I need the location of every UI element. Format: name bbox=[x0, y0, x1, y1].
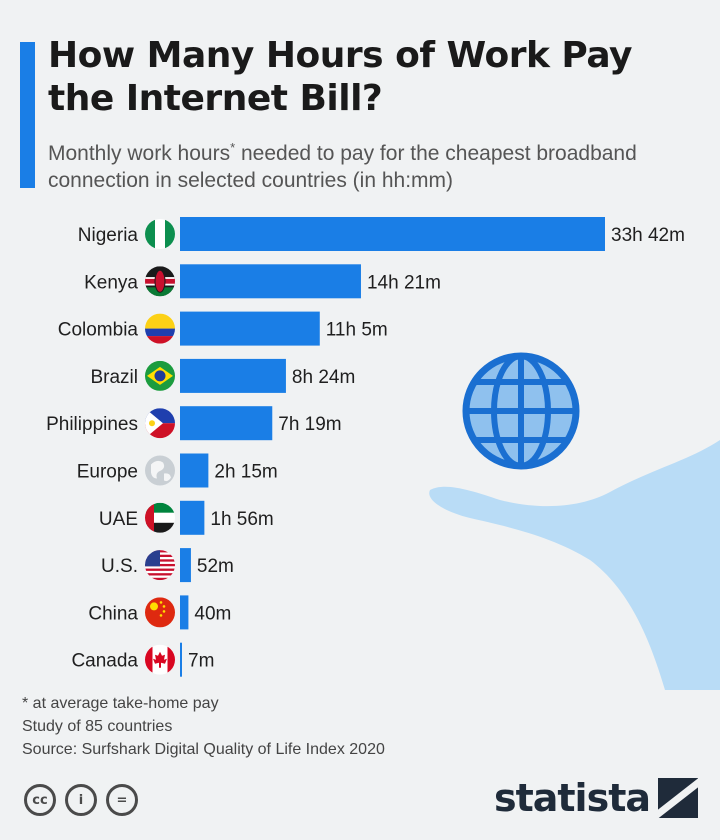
uae-flag-icon bbox=[145, 502, 175, 533]
category-label: Brazil bbox=[90, 367, 138, 388]
category-label: Nigeria bbox=[78, 225, 139, 246]
bar-row: Kenya 14h 21m bbox=[84, 264, 441, 299]
accent-bar bbox=[20, 42, 35, 188]
bar bbox=[180, 595, 189, 630]
bar-row: U.S. 52m bbox=[101, 548, 234, 583]
bar-row: Canada 7m bbox=[71, 642, 214, 677]
statista-logo-icon bbox=[658, 778, 698, 818]
license-icons: cc i = bbox=[24, 784, 138, 816]
no-derivatives-icon[interactable]: = bbox=[106, 784, 138, 816]
category-label: Colombia bbox=[58, 320, 139, 341]
bar-row: Philippines 7h 19m bbox=[46, 406, 342, 441]
bar-row: Europe 2h 15m bbox=[77, 453, 278, 488]
brazil-flag-icon bbox=[145, 360, 175, 391]
footnote-study-size: Study of 85 countries bbox=[22, 718, 173, 735]
category-label: Europe bbox=[77, 462, 138, 483]
source-note: Source: Surfshark Digital Quality of Lif… bbox=[22, 741, 385, 758]
category-label: Philippines bbox=[46, 414, 138, 435]
bar-chart: Nigeria 33h 42m Kenya 14h 21m Colombia 11h 5m… bbox=[46, 217, 720, 690]
page-title: How Many Hours of Work Pay the Internet … bbox=[48, 35, 633, 119]
bar-row: Nigeria 33h 42m bbox=[78, 217, 685, 251]
bar bbox=[180, 406, 273, 441]
subtitle-text-end: needed to pay for the cheapest broadband… bbox=[48, 142, 637, 192]
kenya-flag-icon bbox=[145, 266, 175, 297]
statista-logo[interactable]: statista bbox=[494, 776, 698, 820]
category-label: Kenya bbox=[84, 272, 138, 293]
value-label: 33h 42m bbox=[611, 225, 685, 246]
value-label: 11h 5m bbox=[326, 320, 388, 341]
bar bbox=[180, 500, 205, 535]
bar-row: Colombia 11h 5m bbox=[58, 311, 388, 346]
us-flag-icon bbox=[145, 550, 175, 581]
bar bbox=[180, 642, 182, 677]
bar bbox=[180, 548, 191, 583]
bar bbox=[180, 453, 209, 488]
brand-wordmark: statista bbox=[493, 776, 651, 820]
creative-commons-icon[interactable]: cc bbox=[24, 784, 56, 816]
europe-globe-icon bbox=[145, 455, 175, 486]
bar bbox=[180, 358, 286, 393]
bar-row: UAE 1h 56m bbox=[99, 500, 274, 535]
bar bbox=[180, 217, 605, 251]
category-label: China bbox=[88, 603, 138, 624]
value-label: 1h 56m bbox=[210, 509, 273, 530]
category-label: UAE bbox=[99, 509, 138, 530]
philippines-flag-icon bbox=[145, 408, 175, 439]
subtitle-text-start: Monthly work hours bbox=[48, 142, 231, 165]
subtitle-footnote-mark: * bbox=[230, 140, 236, 155]
bar-row: Brazil 8h 24m bbox=[90, 358, 355, 393]
canada-flag-icon bbox=[145, 644, 175, 675]
nigeria-flag-icon bbox=[145, 219, 175, 249]
footnote-take-home-pay: * at average take-home pay bbox=[22, 695, 219, 712]
value-label: 2h 15m bbox=[214, 462, 277, 483]
bar bbox=[180, 311, 320, 346]
footnotes: * at average take-home pay Study of 85 c… bbox=[22, 692, 385, 761]
page-subtitle: Monthly work hours* needed to pay for th… bbox=[48, 140, 698, 194]
category-label: U.S. bbox=[101, 556, 138, 577]
value-label: 40m bbox=[194, 603, 231, 624]
value-label: 7h 19m bbox=[278, 414, 341, 435]
category-label: Canada bbox=[71, 651, 138, 672]
value-label: 8h 24m bbox=[292, 367, 355, 388]
china-flag-icon bbox=[145, 597, 175, 628]
value-label: 7m bbox=[188, 651, 214, 672]
value-label: 14h 21m bbox=[367, 272, 441, 293]
globe-icon bbox=[462, 352, 580, 470]
attribution-icon[interactable]: i bbox=[65, 784, 97, 816]
hand-illustration bbox=[429, 440, 720, 690]
colombia-flag-icon bbox=[145, 313, 175, 344]
bar bbox=[180, 264, 361, 299]
value-label: 52m bbox=[197, 556, 234, 577]
bar-row: China 40m bbox=[88, 595, 231, 630]
